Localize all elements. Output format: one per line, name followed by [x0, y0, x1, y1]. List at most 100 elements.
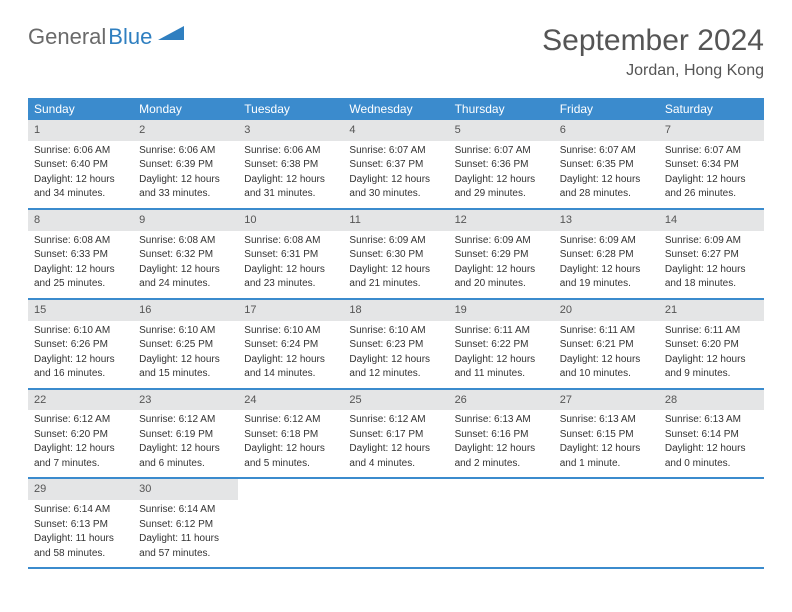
- daylight-text: and 4 minutes.: [349, 457, 442, 471]
- week-row: 15 Sunrise: 6:10 AMSunset: 6:26 PMDayligh…: [28, 300, 764, 390]
- day-number: 3: [238, 120, 343, 141]
- day-number: 6: [554, 120, 659, 141]
- sunset-text: Sunset: 6:27 PM: [665, 248, 758, 262]
- daylight-text: Daylight: 12 hours: [665, 442, 758, 456]
- day-body: Sunrise: 6:13 AMSunset: 6:14 PMDaylight:…: [659, 413, 764, 470]
- sunrise-text: Sunrise: 6:12 AM: [139, 413, 232, 427]
- day-number: 20: [554, 300, 659, 321]
- daylight-text: and 30 minutes.: [349, 187, 442, 201]
- daylight-text: Daylight: 11 hours: [139, 532, 232, 546]
- sunset-text: Sunset: 6:25 PM: [139, 338, 232, 352]
- daylight-text: Daylight: 11 hours: [34, 532, 127, 546]
- day-number: 14: [659, 210, 764, 231]
- day-cell: 23Sunrise: 6:12 AMSunset: 6:19 PMDayligh…: [133, 390, 238, 478]
- daylight-text: and 23 minutes.: [244, 277, 337, 291]
- day-number: 4: [343, 120, 448, 141]
- day-body: Sunrise: 6:09 AMSunset: 6:28 PMDaylight:…: [554, 234, 659, 291]
- sunrise-text: Sunrise: 6:09 AM: [665, 234, 758, 248]
- sunrise-text: Sunrise: 6:08 AM: [34, 234, 127, 248]
- day-cell: 9 Sunrise: 6:08 AMSunset: 6:32 PMDaylight…: [133, 210, 238, 298]
- day-number: 13: [554, 210, 659, 231]
- daylight-text: Daylight: 12 hours: [244, 353, 337, 367]
- daylight-text: and 5 minutes.: [244, 457, 337, 471]
- daylight-text: and 15 minutes.: [139, 367, 232, 381]
- day-cell: 26Sunrise: 6:13 AMSunset: 6:16 PMDayligh…: [449, 390, 554, 478]
- day-number: 9: [133, 210, 238, 231]
- sunrise-text: Sunrise: 6:10 AM: [349, 324, 442, 338]
- daylight-text: Daylight: 12 hours: [665, 353, 758, 367]
- day-cell: 15 Sunrise: 6:10 AMSunset: 6:26 PMDayligh…: [28, 300, 133, 388]
- sunset-text: Sunset: 6:21 PM: [560, 338, 653, 352]
- daylight-text: Daylight: 12 hours: [34, 173, 127, 187]
- daylight-text: and 29 minutes.: [455, 187, 548, 201]
- day-number: 23: [133, 390, 238, 411]
- day-cell: 28Sunrise: 6:13 AMSunset: 6:14 PMDayligh…: [659, 390, 764, 478]
- sunset-text: Sunset: 6:15 PM: [560, 428, 653, 442]
- daylight-text: Daylight: 12 hours: [349, 442, 442, 456]
- day-number: 29: [28, 479, 133, 500]
- daylight-text: Daylight: 12 hours: [560, 353, 653, 367]
- daylight-text: Daylight: 12 hours: [139, 173, 232, 187]
- sunset-text: Sunset: 6:34 PM: [665, 158, 758, 172]
- day-body: Sunrise: 6:10 AMSunset: 6:26 PMDaylight:…: [28, 324, 133, 381]
- sunset-text: Sunset: 6:23 PM: [349, 338, 442, 352]
- day-cell: 20 Sunrise: 6:11 AMSunset: 6:21 PMDayligh…: [554, 300, 659, 388]
- day-cell: 1Sunrise: 6:06 AMSunset: 6:40 PMDaylight…: [28, 120, 133, 208]
- sunrise-text: Sunrise: 6:14 AM: [34, 503, 127, 517]
- sunrise-text: Sunrise: 6:07 AM: [665, 144, 758, 158]
- day-header-sun: Sunday: [28, 98, 133, 120]
- day-body: Sunrise: 6:11 AMSunset: 6:21 PMDaylight:…: [554, 324, 659, 381]
- day-cell: [343, 479, 448, 567]
- sunrise-text: Sunrise: 6:12 AM: [349, 413, 442, 427]
- day-number: 26: [449, 390, 554, 411]
- sunrise-text: Sunrise: 6:12 AM: [244, 413, 337, 427]
- day-body: Sunrise: 6:10 AMSunset: 6:24 PMDaylight:…: [238, 324, 343, 381]
- month-title: September 2024: [542, 24, 764, 58]
- day-number: 30: [133, 479, 238, 500]
- sunrise-text: Sunrise: 6:07 AM: [349, 144, 442, 158]
- day-body: Sunrise: 6:08 AMSunset: 6:32 PMDaylight:…: [133, 234, 238, 291]
- day-header-mon: Monday: [133, 98, 238, 120]
- day-number: 21: [659, 300, 764, 321]
- day-cell: 21Sunrise: 6:11 AMSunset: 6:20 PMDayligh…: [659, 300, 764, 388]
- day-number: 25: [343, 390, 448, 411]
- day-body: Sunrise: 6:06 AMSunset: 6:39 PMDaylight:…: [133, 144, 238, 201]
- daylight-text: and 31 minutes.: [244, 187, 337, 201]
- day-cell: [449, 479, 554, 567]
- daylight-text: and 25 minutes.: [34, 277, 127, 291]
- day-header-thu: Thursday: [449, 98, 554, 120]
- daylight-text: Daylight: 12 hours: [455, 442, 548, 456]
- daylight-text: and 1 minute.: [560, 457, 653, 471]
- sunrise-text: Sunrise: 6:06 AM: [34, 144, 127, 158]
- sunrise-text: Sunrise: 6:07 AM: [560, 144, 653, 158]
- sunset-text: Sunset: 6:17 PM: [349, 428, 442, 442]
- day-number: 15: [28, 300, 133, 321]
- day-number: 8: [28, 210, 133, 231]
- day-cell: [659, 479, 764, 567]
- sunset-text: Sunset: 6:16 PM: [455, 428, 548, 442]
- location: Jordan, Hong Kong: [542, 62, 764, 80]
- daylight-text: and 10 minutes.: [560, 367, 653, 381]
- sunrise-text: Sunrise: 6:09 AM: [455, 234, 548, 248]
- sunset-text: Sunset: 6:14 PM: [665, 428, 758, 442]
- sunrise-text: Sunrise: 6:09 AM: [560, 234, 653, 248]
- day-body: Sunrise: 6:08 AMSunset: 6:31 PMDaylight:…: [238, 234, 343, 291]
- daylight-text: and 33 minutes.: [139, 187, 232, 201]
- day-cell: [554, 479, 659, 567]
- day-number: 24: [238, 390, 343, 411]
- week-row: 8Sunrise: 6:08 AMSunset: 6:33 PMDaylight…: [28, 210, 764, 300]
- daylight-text: Daylight: 12 hours: [34, 353, 127, 367]
- sunrise-text: Sunrise: 6:06 AM: [139, 144, 232, 158]
- sunset-text: Sunset: 6:13 PM: [34, 518, 127, 532]
- day-cell: [238, 479, 343, 567]
- day-cell: 7Sunrise: 6:07 AMSunset: 6:34 PMDaylight…: [659, 120, 764, 208]
- sunset-text: Sunset: 6:12 PM: [139, 518, 232, 532]
- day-cell: 8Sunrise: 6:08 AMSunset: 6:33 PMDaylight…: [28, 210, 133, 298]
- day-cell: 12Sunrise: 6:09 AMSunset: 6:29 PMDayligh…: [449, 210, 554, 298]
- sunrise-text: Sunrise: 6:11 AM: [455, 324, 548, 338]
- day-body: Sunrise: 6:07 AMSunset: 6:36 PMDaylight:…: [449, 144, 554, 201]
- sunset-text: Sunset: 6:20 PM: [34, 428, 127, 442]
- day-cell: 29 Sunrise: 6:14 AMSunset: 6:13 PMDayligh…: [28, 479, 133, 567]
- sunset-text: Sunset: 6:29 PM: [455, 248, 548, 262]
- sunset-text: Sunset: 6:18 PM: [244, 428, 337, 442]
